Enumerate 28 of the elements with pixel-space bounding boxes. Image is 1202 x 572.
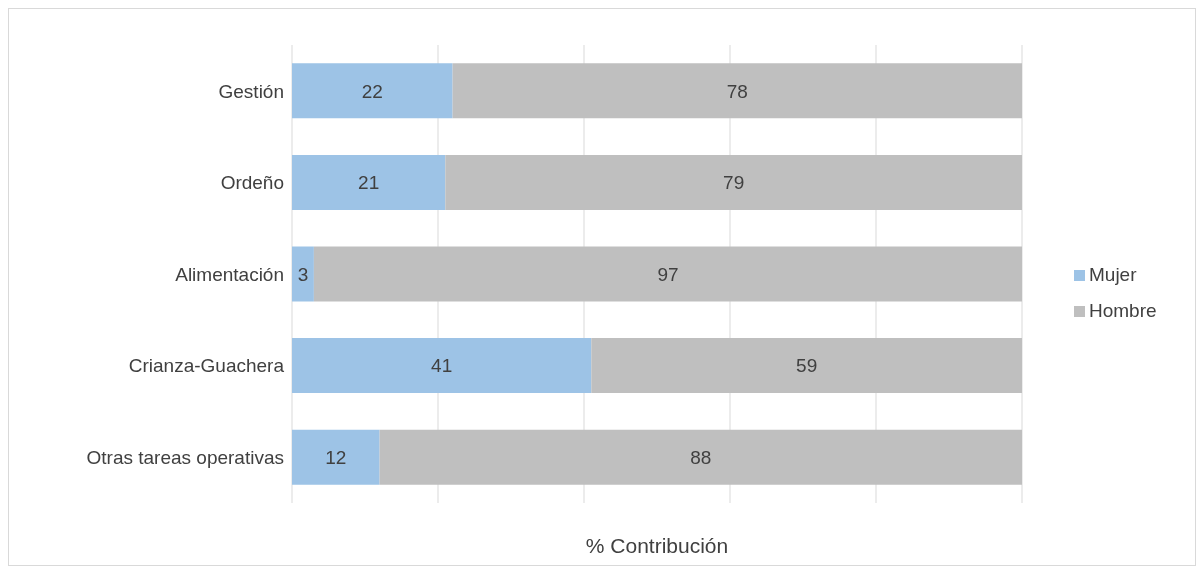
y-tick-label: Ordeño: [220, 172, 284, 194]
data-label: 12: [325, 446, 347, 468]
y-tick-label: Otras tareas operativas: [86, 446, 284, 468]
bar: [452, 63, 1022, 119]
legend-label: Mujer: [1089, 264, 1137, 286]
data-label: 88: [690, 446, 712, 468]
data-label: 21: [358, 172, 380, 194]
bar: [445, 154, 1022, 210]
y-tick-label: Alimentación: [175, 263, 284, 285]
bar: [292, 154, 446, 210]
legend-label: Hombre: [1089, 300, 1157, 322]
data-label: 3: [297, 263, 309, 285]
bar: [379, 429, 1022, 485]
bar: [292, 246, 314, 302]
data-label: 22: [361, 80, 383, 102]
bar: [292, 338, 592, 394]
bar: [313, 246, 1022, 302]
data-label: 97: [657, 263, 679, 285]
data-label: 59: [796, 355, 818, 377]
data-label: 78: [726, 80, 748, 102]
bar: [292, 63, 453, 119]
data-label: 79: [723, 172, 745, 194]
y-tick-label: Gestión: [218, 80, 284, 102]
y-tick-label: Crianza-Guachera: [128, 355, 285, 377]
data-label: 41: [431, 355, 453, 377]
bar: [591, 338, 1022, 394]
x-axis-title: % Contribución: [585, 534, 729, 557]
bar: [292, 429, 380, 485]
